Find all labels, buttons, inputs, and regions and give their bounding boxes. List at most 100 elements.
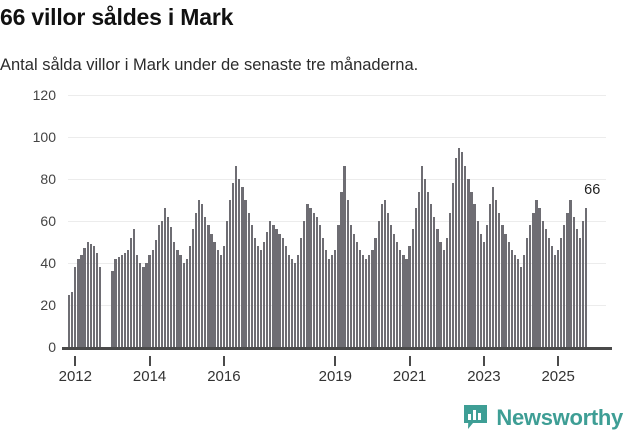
bar: [479, 233, 482, 347]
bar: [526, 237, 529, 347]
bar: [142, 267, 145, 347]
x-axis: 2012 2014 2016 2019 2021 2023 2025: [0, 356, 631, 388]
bar: [232, 183, 235, 347]
bar: [244, 200, 247, 347]
bar: [430, 204, 433, 347]
bar: [293, 263, 297, 347]
bar: [541, 221, 544, 347]
bar: [504, 233, 507, 347]
bar: [250, 225, 253, 347]
bar: [281, 237, 284, 347]
bar: [120, 254, 123, 347]
bar: [315, 216, 318, 347]
bar: [136, 254, 139, 347]
bar: [473, 204, 476, 347]
bar: [405, 258, 408, 347]
bar: [510, 250, 513, 347]
bar: [170, 227, 173, 347]
bar: [284, 246, 287, 347]
bar: [318, 225, 321, 347]
bar: [198, 200, 201, 347]
bar: [464, 166, 467, 347]
bar: [83, 248, 86, 347]
bar: [167, 216, 170, 347]
bar: [114, 258, 117, 347]
x-axis-tick-label: 2019: [318, 368, 352, 385]
bar: [417, 191, 420, 347]
bar: [154, 239, 157, 347]
bar: [377, 221, 380, 347]
gridline: [68, 305, 606, 306]
bar: [272, 225, 275, 347]
y-axis-tick-label: 80: [40, 171, 56, 187]
bar: [287, 254, 290, 347]
x-axis-tick-label: 2012: [58, 368, 92, 385]
bar: [355, 242, 359, 347]
bar: [173, 242, 176, 347]
bar: [371, 250, 374, 347]
bar: [151, 250, 154, 347]
bar: [495, 200, 498, 347]
bar: [492, 187, 495, 347]
bar: [402, 254, 405, 347]
bar: [306, 204, 309, 347]
bar: [207, 225, 210, 347]
x-axis-tick: [408, 356, 411, 366]
bar: [380, 204, 383, 347]
bar: [553, 254, 557, 347]
bar: [95, 252, 99, 347]
bar: [331, 254, 334, 347]
bar: [439, 242, 442, 347]
bar: [399, 250, 402, 347]
bar: [374, 237, 377, 347]
bar: [485, 225, 489, 347]
bar: [219, 254, 222, 347]
y-axis-tick-label: 120: [32, 87, 56, 103]
bar: [297, 254, 300, 347]
bar: [324, 250, 328, 347]
bar: [133, 229, 136, 347]
bar: [393, 233, 396, 347]
bar: [386, 212, 390, 347]
bar: [204, 216, 207, 347]
bar: [358, 250, 362, 347]
bar: [263, 242, 266, 347]
bar: [216, 250, 219, 347]
bar: [362, 254, 365, 347]
bar: [188, 246, 191, 347]
bar: [321, 237, 325, 347]
bar: [222, 246, 225, 347]
bar: [482, 242, 485, 347]
bar: [117, 256, 120, 347]
bar: [241, 187, 244, 347]
y-axis-tick-label: 0: [48, 339, 56, 355]
bar: [269, 221, 272, 347]
bar: [176, 250, 179, 347]
bar: [513, 254, 516, 347]
bar: [529, 225, 532, 347]
bar: [411, 229, 414, 347]
bar: [519, 267, 523, 347]
bar: [420, 166, 424, 347]
bar: [547, 237, 550, 347]
bar: [201, 204, 204, 347]
bar: [300, 237, 303, 347]
bar: [74, 267, 77, 347]
bar: [408, 246, 411, 347]
y-axis-tick-label: 20: [40, 297, 56, 313]
bar: [194, 212, 198, 347]
bar: [389, 225, 393, 347]
y-axis-tick-label: 100: [32, 129, 56, 145]
newsworthy-logo: Newsworthy: [462, 404, 623, 431]
gridline: [68, 137, 606, 138]
bar: [123, 252, 126, 347]
y-axis-tick-label: 60: [40, 213, 56, 229]
plot-area: 0 20 40 60 80 100 120 66: [0, 87, 631, 360]
gridline: [68, 179, 606, 180]
bar: [334, 250, 337, 347]
bar: [337, 225, 340, 347]
y-axis-tick-label: 40: [40, 255, 56, 271]
bar: [303, 221, 306, 347]
bar: [535, 200, 538, 347]
bar: [436, 229, 439, 347]
